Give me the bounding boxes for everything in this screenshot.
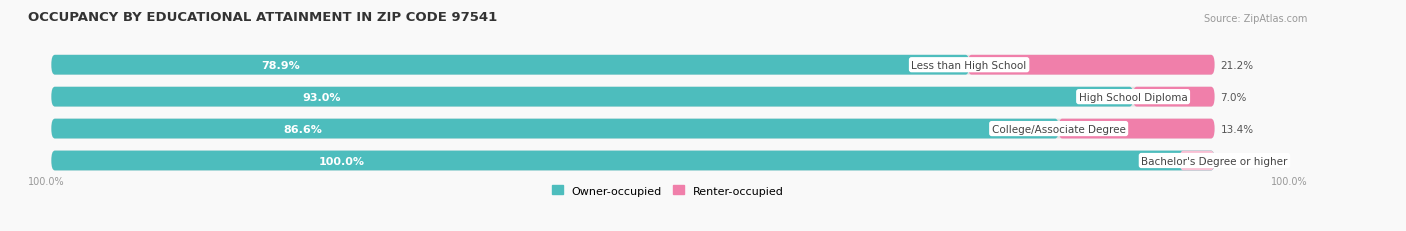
Text: 100.0%: 100.0%	[1271, 176, 1308, 186]
Text: 7.0%: 7.0%	[1220, 92, 1247, 102]
Text: 0.0%: 0.0%	[1220, 156, 1247, 166]
FancyBboxPatch shape	[1180, 151, 1215, 171]
Legend: Owner-occupied, Renter-occupied: Owner-occupied, Renter-occupied	[551, 186, 785, 196]
Text: 93.0%: 93.0%	[302, 92, 342, 102]
Text: 100.0%: 100.0%	[28, 176, 65, 186]
Text: Less than High School: Less than High School	[911, 61, 1026, 70]
Text: Source: ZipAtlas.com: Source: ZipAtlas.com	[1204, 14, 1308, 24]
Text: 21.2%: 21.2%	[1220, 61, 1254, 70]
FancyBboxPatch shape	[52, 56, 1215, 75]
Text: 13.4%: 13.4%	[1220, 124, 1254, 134]
FancyBboxPatch shape	[1133, 87, 1215, 107]
Text: High School Diploma: High School Diploma	[1078, 92, 1188, 102]
Text: College/Associate Degree: College/Associate Degree	[991, 124, 1126, 134]
FancyBboxPatch shape	[52, 119, 1215, 139]
Text: Bachelor's Degree or higher: Bachelor's Degree or higher	[1142, 156, 1288, 166]
FancyBboxPatch shape	[52, 56, 969, 75]
FancyBboxPatch shape	[52, 119, 1059, 139]
Text: 78.9%: 78.9%	[262, 61, 301, 70]
Text: 100.0%: 100.0%	[319, 156, 366, 166]
FancyBboxPatch shape	[52, 151, 1215, 171]
FancyBboxPatch shape	[1059, 119, 1215, 139]
FancyBboxPatch shape	[52, 151, 1215, 171]
FancyBboxPatch shape	[967, 56, 1215, 75]
FancyBboxPatch shape	[52, 87, 1215, 107]
FancyBboxPatch shape	[52, 87, 1133, 107]
Text: OCCUPANCY BY EDUCATIONAL ATTAINMENT IN ZIP CODE 97541: OCCUPANCY BY EDUCATIONAL ATTAINMENT IN Z…	[28, 11, 498, 24]
Text: 86.6%: 86.6%	[284, 124, 322, 134]
